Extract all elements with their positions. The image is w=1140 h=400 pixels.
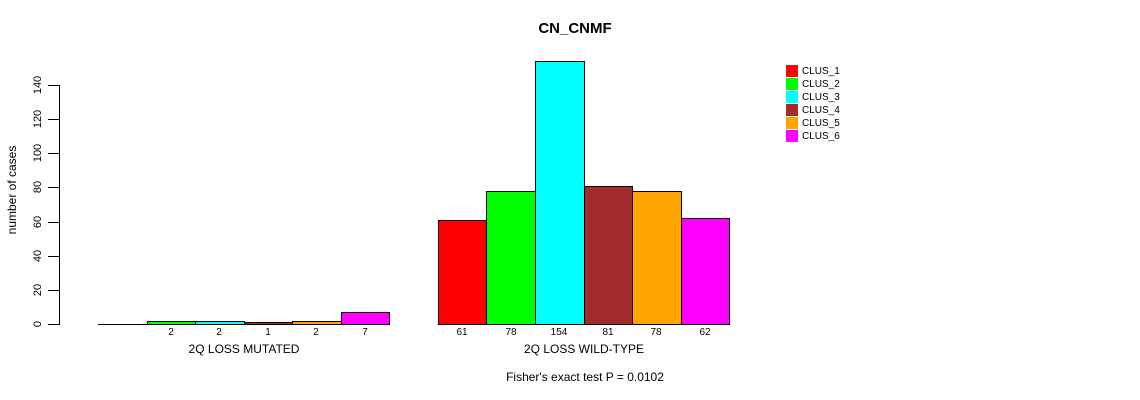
y-axis-tick-label: 140 <box>32 75 44 95</box>
bar-value-label: 7 <box>362 327 368 338</box>
legend-swatch <box>786 130 798 142</box>
bar-value-label: 2 <box>168 327 174 338</box>
legend-label: CLUS_4 <box>802 105 840 116</box>
y-axis-tick-label: 60 <box>32 215 44 229</box>
y-axis-tick <box>48 256 59 257</box>
y-axis-tick <box>48 187 59 188</box>
bar <box>292 321 342 325</box>
y-axis-line <box>59 85 60 325</box>
legend-label: CLUS_5 <box>802 118 840 129</box>
legend-swatch <box>786 117 798 129</box>
bar-value-label: 61 <box>456 327 468 338</box>
bar <box>632 191 682 325</box>
legend-label: CLUS_6 <box>802 131 840 142</box>
y-axis-tick-label: 80 <box>32 180 44 194</box>
y-axis-tick-label: 20 <box>32 283 44 297</box>
bar-value-label: 2 <box>216 327 222 338</box>
legend-label: CLUS_3 <box>802 92 840 103</box>
y-axis-tick <box>48 119 59 120</box>
y-axis-tick-label: 40 <box>32 249 44 263</box>
group-label: 2Q LOSS WILD-TYPE <box>523 342 645 356</box>
legend-label: CLUS_2 <box>802 79 840 90</box>
bar <box>244 322 293 325</box>
bar <box>535 61 585 325</box>
y-axis-tick-label: 0 <box>32 320 44 328</box>
y-axis-tick-label: 120 <box>32 109 44 129</box>
legend-swatch <box>786 78 798 90</box>
legend-swatch <box>786 91 798 103</box>
y-axis-tick <box>48 85 59 86</box>
fisher-test-annotation: Fisher's exact test P = 0.0102 <box>506 370 664 384</box>
y-axis-tick <box>48 290 59 291</box>
bar-value-label: 2 <box>313 327 319 338</box>
y-axis-label: number of cases <box>5 145 19 235</box>
bar <box>195 321 245 325</box>
bar <box>584 186 633 325</box>
y-axis-tick <box>48 222 59 223</box>
legend-swatch <box>786 65 798 77</box>
chart-title: CN_CNMF <box>538 20 612 37</box>
bar-value-label: 78 <box>650 327 662 338</box>
bar <box>438 220 487 325</box>
bar-value-label: 81 <box>602 327 614 338</box>
bar-value-label: 62 <box>699 327 711 338</box>
bar-value-label: 1 <box>265 327 271 338</box>
bar <box>486 191 536 325</box>
y-axis-tick <box>48 324 59 325</box>
group-label: 2Q LOSS MUTATED <box>188 342 300 356</box>
bar <box>681 218 730 325</box>
y-axis-tick <box>48 153 59 154</box>
y-axis-tick-label: 100 <box>32 143 44 163</box>
bar <box>147 321 196 325</box>
legend-label: CLUS_1 <box>802 66 840 77</box>
bar-value-label: 154 <box>550 327 568 338</box>
bar <box>341 312 390 325</box>
legend-swatch <box>786 104 798 116</box>
bar-value-label: 78 <box>505 327 517 338</box>
